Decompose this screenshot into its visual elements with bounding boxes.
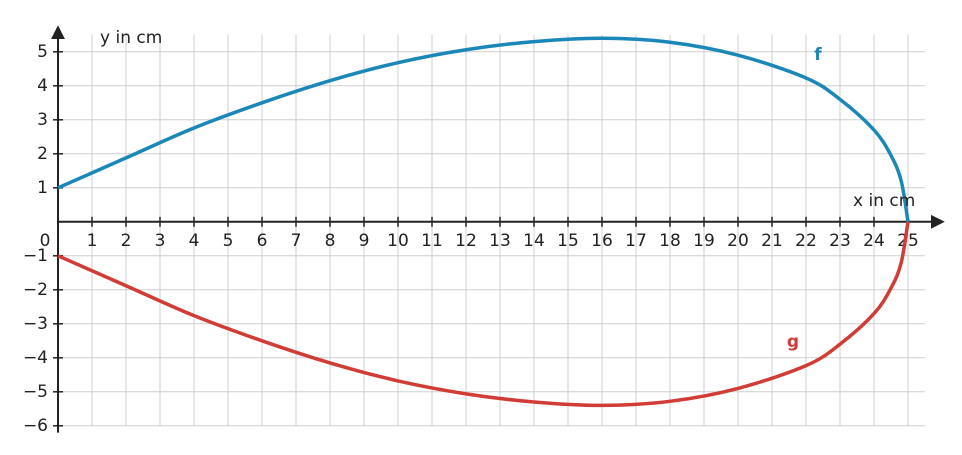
x-axis-label: x in cm xyxy=(853,191,915,211)
x-tick-label: 5 xyxy=(223,231,234,251)
y-tick-label: −1 xyxy=(23,246,48,266)
curve xyxy=(57,221,910,408)
x-tick-label: 7 xyxy=(291,231,302,251)
x-tick-label: 11 xyxy=(421,231,443,251)
y-tick-label: 2 xyxy=(37,144,48,164)
x-tick-label: 12 xyxy=(455,231,477,251)
y-axis-label: y in cm xyxy=(100,28,162,48)
x-tick-label: 21 xyxy=(761,231,783,251)
x-tick-label: 15 xyxy=(557,231,579,251)
x-tick-label: 3 xyxy=(155,231,166,251)
y-tick-label: 5 xyxy=(37,42,48,62)
x-tick-label: 16 xyxy=(591,231,613,251)
x-tick-label: 22 xyxy=(795,231,817,251)
y-tick-label: 4 xyxy=(37,76,48,96)
y-tick-label: −4 xyxy=(23,348,48,368)
y-tick-label: 1 xyxy=(37,178,48,198)
x-tick-label: 0 xyxy=(40,231,51,251)
curve-label: g xyxy=(787,332,799,352)
x-tick-label: 10 xyxy=(387,231,409,251)
x-tick-label: 14 xyxy=(523,231,545,251)
x-tick-label: 9 xyxy=(359,231,370,251)
x-tick-label: 24 xyxy=(863,231,885,251)
x-tick-label: 2 xyxy=(121,231,132,251)
y-tick-label: −3 xyxy=(23,314,48,334)
curve xyxy=(57,36,910,223)
x-tick-label: 25 xyxy=(897,231,919,251)
x-tick-label: 23 xyxy=(829,231,851,251)
y-tick-label: −2 xyxy=(23,280,48,300)
y-tick-label: −6 xyxy=(23,416,48,436)
x-tick-label: 1 xyxy=(87,231,98,251)
x-tick-label: 18 xyxy=(659,231,681,251)
x-tick-label: 6 xyxy=(257,231,268,251)
x-tick-label: 19 xyxy=(693,231,715,251)
x-tick-label: 20 xyxy=(727,231,749,251)
curve-label: f xyxy=(814,45,822,65)
y-tick-label: 3 xyxy=(37,110,48,130)
x-tick-label: 4 xyxy=(189,231,200,251)
x-tick-label: 17 xyxy=(625,231,647,251)
x-tick-label: 13 xyxy=(489,231,511,251)
x-tick-label: 8 xyxy=(325,231,336,251)
y-tick-label: −5 xyxy=(23,382,48,402)
